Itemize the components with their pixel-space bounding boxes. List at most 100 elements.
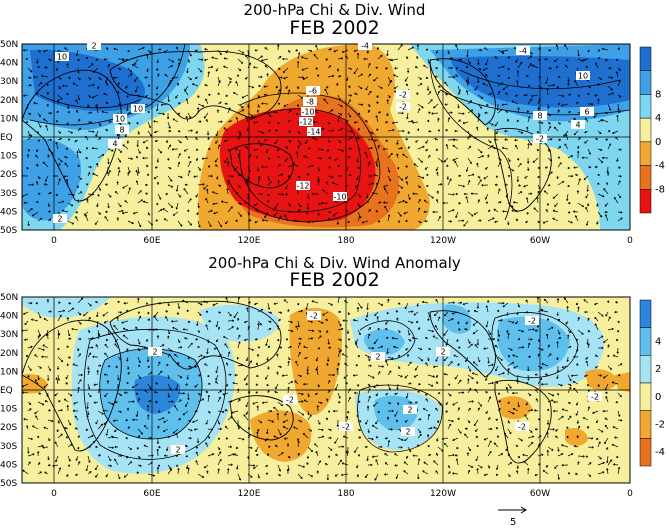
wind-arrow	[166, 112, 170, 119]
wind-arrow	[607, 76, 613, 79]
wind-arrow	[407, 130, 410, 134]
wind-arrow	[312, 137, 319, 141]
wind-arrow	[555, 66, 559, 69]
wind-arrow	[285, 338, 289, 341]
wind-arrow	[507, 320, 515, 324]
wind-arrow	[244, 201, 249, 205]
wind-arrow	[187, 170, 191, 177]
wind-arrow	[384, 328, 389, 331]
wind-arrow	[385, 120, 389, 124]
wind-arrow	[217, 120, 223, 123]
contour-label: 10	[576, 71, 590, 81]
contour-label: 4	[108, 139, 122, 149]
wind-arrow	[217, 326, 220, 331]
wind-arrow	[137, 190, 142, 195]
wind-arrow	[327, 74, 335, 78]
wind-arrow	[77, 337, 82, 341]
wind-arrow	[516, 157, 520, 161]
wind-arrow	[536, 197, 539, 204]
wind-arrow	[576, 190, 580, 195]
wind-arrow	[393, 74, 399, 78]
wind-arrow	[31, 318, 39, 322]
wind-arrow	[437, 90, 440, 96]
wind-arrow	[617, 175, 622, 178]
wind-arrow	[36, 148, 39, 153]
wind-arrow	[526, 110, 530, 114]
wind-arrow	[517, 329, 524, 333]
wind-arrow	[544, 57, 549, 61]
wind-arrow	[497, 188, 501, 195]
wind-arrow	[515, 320, 519, 325]
wind-arrow	[103, 58, 109, 61]
wind-arrow	[215, 164, 219, 168]
wind-arrow	[137, 315, 142, 322]
colorbar-swatch	[639, 46, 652, 71]
wind-arrow	[267, 112, 272, 118]
wind-arrow	[25, 354, 29, 358]
wind-arrow	[583, 299, 589, 304]
wind-arrow	[97, 211, 101, 215]
wind-arrow	[57, 157, 63, 163]
wind-arrow	[301, 56, 309, 60]
wind-arrow	[347, 112, 352, 118]
wind-arrow	[217, 220, 223, 228]
wind-arrow	[445, 129, 449, 132]
wind-arrow	[617, 110, 621, 114]
wind-arrow	[187, 49, 192, 57]
wind-arrow	[477, 112, 481, 116]
wind-arrow	[96, 320, 99, 328]
wind-arrow	[56, 110, 59, 114]
wind-arrow	[385, 67, 389, 70]
wind-arrow	[427, 99, 433, 105]
wind-arrow	[117, 157, 122, 163]
wind-arrow	[347, 130, 353, 133]
wind-arrow	[586, 184, 589, 192]
wind-arrow	[523, 93, 529, 97]
wind-arrow	[27, 67, 33, 73]
wind-arrow	[527, 139, 533, 146]
wind-arrow	[367, 364, 372, 367]
wind-arrow	[64, 162, 69, 168]
wind-arrow	[407, 361, 412, 367]
wind-arrow	[226, 161, 230, 168]
wind-arrow	[574, 215, 579, 222]
wind-arrow	[67, 337, 72, 340]
wind-arrow	[207, 71, 210, 78]
wind-arrow	[246, 307, 249, 313]
wind-arrow	[287, 109, 292, 114]
wind-arrow	[287, 202, 292, 207]
wind-arrow	[96, 311, 99, 318]
wind-arrow	[226, 188, 229, 195]
wind-arrow	[425, 48, 429, 51]
wind-arrow	[585, 356, 589, 360]
wind-arrow	[457, 202, 461, 205]
wind-arrow	[55, 120, 59, 123]
wind-arrow	[257, 346, 261, 349]
wind-arrow	[486, 103, 489, 107]
wind-arrow	[527, 338, 533, 341]
wind-arrow	[341, 353, 349, 358]
wind-arrow	[377, 201, 382, 204]
lat-label: 30S	[0, 189, 17, 199]
wind-arrow	[204, 363, 209, 367]
wind-arrow	[385, 320, 389, 325]
wind-arrow	[276, 44, 280, 51]
wind-arrow	[267, 345, 271, 349]
wind-arrow	[332, 211, 339, 217]
wind-arrow	[417, 220, 422, 224]
anomaly-title-line2: FEB 2002	[289, 269, 380, 291]
wind-arrow	[505, 92, 509, 96]
wind-arrow	[86, 103, 90, 108]
wind-arrow	[237, 58, 244, 64]
wind-arrow	[585, 66, 589, 69]
wind-arrow	[326, 85, 329, 89]
lat-label: 10S	[0, 152, 17, 162]
wind-arrow	[196, 157, 199, 161]
wind-arrow	[155, 139, 159, 143]
wind-arrow	[313, 120, 319, 124]
wind-arrow	[427, 111, 431, 114]
wind-arrow	[84, 214, 89, 222]
wind-arrow	[337, 112, 343, 116]
wind-arrow	[267, 365, 270, 370]
wind-arrow	[167, 157, 170, 161]
